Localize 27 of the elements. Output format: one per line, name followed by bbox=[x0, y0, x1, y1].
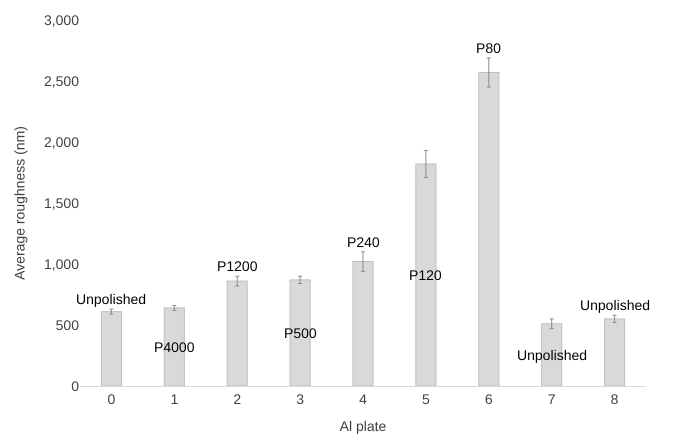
x-tick-label: 3 bbox=[296, 390, 304, 407]
data-label: Unpolished bbox=[517, 347, 588, 363]
x-tick-label: 1 bbox=[170, 390, 178, 407]
y-tick-label: 1,500 bbox=[44, 194, 80, 211]
y-tick-label: 2,000 bbox=[44, 134, 80, 150]
data-label: P500 bbox=[284, 325, 317, 341]
x-tick-label: 7 bbox=[548, 390, 556, 407]
x-tick-label: 4 bbox=[359, 390, 368, 407]
data-label: P240 bbox=[347, 234, 380, 250]
y-tick-label: 500 bbox=[56, 316, 80, 333]
y-tick-label: 0 bbox=[71, 378, 80, 394]
data-label: P80 bbox=[476, 40, 502, 56]
x-tick-label: 8 bbox=[610, 390, 619, 407]
data-label: P1200 bbox=[217, 258, 258, 274]
x-tick-label: 6 bbox=[484, 390, 493, 407]
data-label: P4000 bbox=[154, 339, 195, 355]
y-tick-label: 2,500 bbox=[44, 72, 80, 89]
y-tick-label: 3,000 bbox=[44, 12, 80, 28]
data-label: P120 bbox=[409, 267, 442, 283]
y-axis-title: Average roughness (nm) bbox=[12, 126, 28, 280]
data-label: Unpolished bbox=[76, 291, 146, 307]
x-axis-title: Al plate bbox=[340, 418, 387, 434]
x-tick-label: 2 bbox=[233, 390, 242, 407]
y-tick-label: 1,000 bbox=[44, 256, 80, 272]
x-tick-label: 0 bbox=[108, 390, 116, 407]
data-label: Unpolished bbox=[580, 297, 650, 313]
x-tick-label: 5 bbox=[422, 390, 430, 407]
